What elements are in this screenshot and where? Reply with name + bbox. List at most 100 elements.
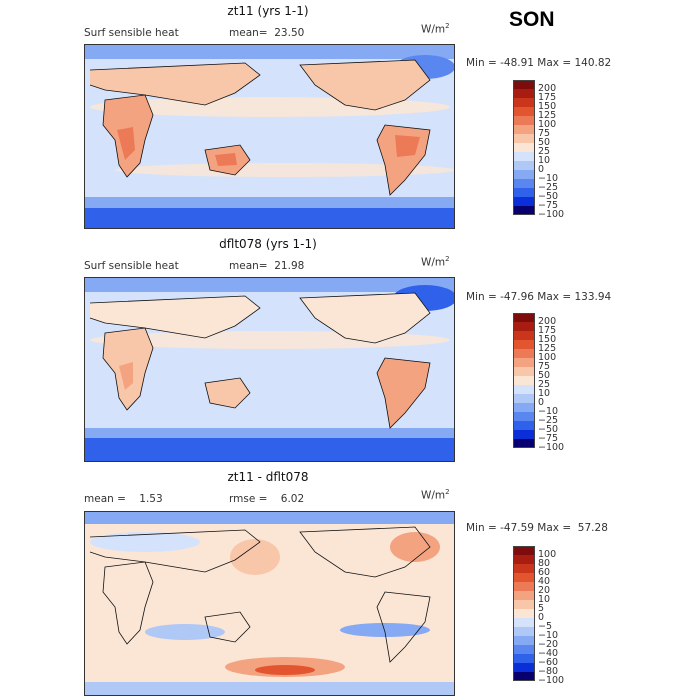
colorbar-swatch: [513, 421, 535, 430]
colorbar-tick-label: 10: [538, 388, 551, 399]
southern-pos-core: [255, 665, 315, 675]
colorbar-tick-label: 10: [538, 155, 551, 166]
panel-1-title: zt11 (yrs 1-1): [227, 4, 309, 18]
colorbar-tick-label: 100: [538, 352, 557, 363]
panel-3-rmse-label: rmse = 6.02: [229, 493, 305, 505]
southern-ocean: [85, 197, 454, 209]
panel-2-map-svg: [85, 278, 454, 461]
africa-hot: [117, 127, 135, 160]
colorbar-swatch: [513, 591, 535, 600]
season-label: SON: [509, 8, 555, 31]
colorbar-tick-label: −25: [538, 182, 559, 193]
panel-3-map-svg: [85, 512, 454, 695]
colorbar-swatch: [513, 340, 535, 349]
colorbar-swatch: [513, 654, 535, 663]
colorbar-swatch: [513, 349, 535, 358]
south-america: [377, 358, 430, 428]
colorbar-tick-label: 50: [538, 370, 551, 381]
colorbar-tick-label: −100: [538, 209, 565, 220]
colorbar-swatch: [513, 98, 535, 107]
eurasia-neg-diff: [90, 532, 200, 552]
colorbar-tick-label: −80: [538, 666, 559, 677]
colorbar-tick-label: 0: [538, 612, 545, 623]
colorbar-tick-label: −10: [538, 406, 559, 417]
colorbar-tick-label: 25: [538, 379, 551, 390]
indian-neg-diff: [145, 624, 225, 640]
colorbar-swatch: [513, 313, 535, 322]
colorbar-swatch: [513, 609, 535, 618]
colorbar-swatch: [513, 582, 535, 591]
colorbar-swatch: [513, 663, 535, 672]
colorbar-swatch: [513, 600, 535, 609]
pacific-pos-diff: [230, 539, 280, 575]
panel-1-units: W/m2: [421, 22, 450, 36]
antarctica: [85, 208, 454, 228]
colorbar-tick-label: −75: [538, 200, 559, 211]
eurasia: [90, 296, 260, 338]
ocean-warm-band-south: [115, 163, 454, 177]
colorbar-swatch: [513, 367, 535, 376]
panel-1-units-exponent: 2: [445, 22, 450, 30]
colorbar-swatch: [513, 322, 535, 331]
panel-3-min-max: Min = -47.59 Max = 57.28: [466, 522, 608, 534]
colorbar-swatch: [513, 107, 535, 116]
colorbar-swatch: [513, 358, 535, 367]
colorbar-swatch: [513, 618, 535, 627]
colorbar-tick-label: −50: [538, 424, 559, 435]
arctic-diff: [85, 512, 454, 524]
colorbar-swatch: [513, 206, 535, 215]
panel-1-variable-label: Surf sensible heat: [84, 27, 179, 39]
colorbar-swatch: [513, 430, 535, 439]
colorbar-tick-label: 5: [538, 603, 545, 614]
panel-3-units: W/m2: [421, 488, 450, 502]
colorbar-tick-label: 125: [538, 343, 557, 354]
colorbar-tick-label: 40: [538, 576, 551, 587]
colorbar-tick-label: 75: [538, 361, 551, 372]
colorbar-tick-label: 100: [538, 549, 557, 560]
panel-2-map: [84, 277, 455, 462]
colorbar-tick-label: 20: [538, 585, 551, 596]
colorbar-swatch: [513, 555, 535, 564]
coastlines: [89, 59, 431, 196]
panel-2-mean-label: mean= 21.98: [229, 260, 305, 272]
antarctica: [85, 438, 454, 461]
panel-1-mean-label: mean= 23.50: [229, 27, 305, 39]
panel-3-mean-label: mean = 1.53: [84, 493, 163, 505]
colorbar-swatch: [513, 636, 535, 645]
panel-3-units-exponent: 2: [445, 488, 450, 496]
colorbar-tick-label: 0: [538, 397, 545, 408]
colorbar-swatch: [513, 546, 535, 555]
colorbar-swatch: [513, 573, 535, 582]
south-atlantic-neg: [340, 623, 430, 637]
colorbar-tick-label: −50: [538, 191, 559, 202]
colorbar-swatch: [513, 645, 535, 654]
coastlines: [89, 292, 431, 429]
colorbar-tick-label: 200: [538, 83, 557, 94]
colorbar-tick-label: 175: [538, 92, 557, 103]
colorbar-swatch: [513, 170, 535, 179]
colorbar-swatch: [513, 197, 535, 206]
colorbar-tick-label: 10: [538, 594, 551, 605]
colorbar-tick-label: 175: [538, 325, 557, 336]
colorbar-tick-label: 25: [538, 146, 551, 157]
colorbar-swatch: [513, 125, 535, 134]
south-america-hot: [395, 135, 420, 157]
north-america: [300, 60, 430, 110]
antarctic-diff: [85, 682, 454, 695]
colorbar-tick-label: −100: [538, 442, 565, 453]
panel-2-min-max: Min = -47.96 Max = 133.94: [466, 291, 612, 303]
colorbar-swatch: [513, 403, 535, 412]
colorbar-swatch: [513, 188, 535, 197]
panel-3-units-base: W/m: [421, 489, 446, 502]
colorbar-tick-label: −20: [538, 639, 559, 650]
colorbar-tick-label: 150: [538, 101, 557, 112]
panel-1-map: [84, 44, 455, 229]
panel-1-map-svg: [85, 45, 454, 228]
colorbar-swatch: [513, 627, 535, 636]
colorbar-tick-label: 0: [538, 164, 545, 175]
colorbar-tick-label: −75: [538, 433, 559, 444]
coastlines: [89, 526, 431, 663]
panel-2-variable-label: Surf sensible heat: [84, 260, 179, 272]
colorbar-swatch: [513, 161, 535, 170]
colorbar-swatch: [513, 564, 535, 573]
